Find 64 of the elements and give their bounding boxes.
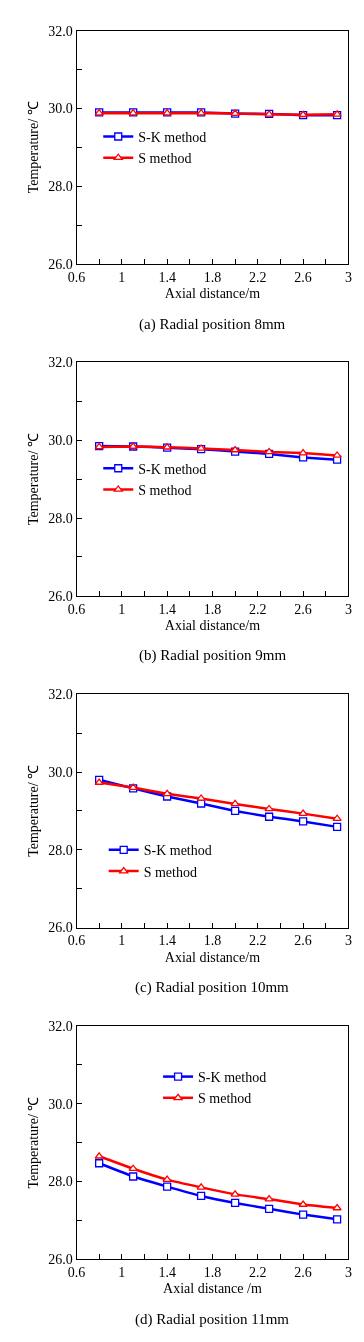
- x-axis-title: Axial distance /m: [163, 1281, 262, 1297]
- x-tick-label: 2.2: [249, 933, 267, 949]
- y-axis-title: Temperature/ ℃: [25, 433, 41, 526]
- text: (d) Radial position 11mm: [135, 1311, 290, 1328]
- x-tick-label: 2.6: [294, 269, 312, 285]
- x-tick-label: 0.6: [67, 601, 86, 617]
- y-tick-label: 30.0: [48, 1096, 73, 1112]
- x-tick-label: 2.6: [294, 933, 312, 949]
- x-tick-label: 1: [118, 601, 126, 617]
- y-tick-label: 26.0: [48, 1252, 73, 1268]
- y-tick-label: 30.0: [48, 433, 73, 449]
- legend-label: S method: [198, 1091, 252, 1107]
- y-tick-label: 26.0: [48, 588, 73, 604]
- x-tick-label: 1.4: [158, 933, 176, 949]
- y-axis-title: Temperature/ ℃: [25, 764, 41, 857]
- x-tick-label: 3: [344, 1265, 352, 1281]
- y-tick-label: 30.0: [48, 101, 73, 117]
- x-axis-title: Axial distance/m: [164, 949, 261, 965]
- legend-label: S method: [138, 151, 192, 167]
- x-tick-label: 3: [344, 601, 352, 617]
- x-tick-label: 2.6: [294, 1265, 312, 1281]
- x-tick-label: 3: [344, 933, 352, 949]
- text: (b) Radial position 9mm: [139, 647, 287, 664]
- y-tick-label: 28.0: [48, 842, 73, 858]
- legend-label: S-K method: [138, 129, 207, 145]
- y-tick-label: 28.0: [48, 1174, 73, 1190]
- x-tick-label: 1.8: [203, 601, 222, 617]
- y-axis-title: Temperature/ ℃: [25, 101, 41, 194]
- x-tick-label: 1: [118, 933, 126, 949]
- y-tick-label: 32.0: [48, 687, 73, 703]
- x-tick-label: 2.2: [249, 601, 267, 617]
- x-tick-label: 1.8: [203, 933, 222, 949]
- y-tick-label: 32.0: [48, 23, 73, 39]
- x-tick-label: 1.8: [203, 1265, 222, 1281]
- x-tick-label: 1: [118, 269, 126, 285]
- x-tick-label: 1.8: [203, 269, 222, 285]
- x-axis-title: Axial distance/m: [164, 286, 261, 302]
- x-tick-label: 1.4: [158, 1265, 176, 1281]
- text: (a) Radial position 8mm: [139, 316, 286, 333]
- x-tick-label: 3: [344, 269, 352, 285]
- y-tick-label: 32.0: [48, 355, 73, 371]
- legend-label: S method: [138, 482, 192, 498]
- y-tick-label: 26.0: [48, 256, 73, 272]
- x-tick-label: 1: [118, 1265, 126, 1281]
- legend-label: S-K method: [143, 843, 212, 859]
- x-axis-title: Axial distance/m: [164, 617, 261, 633]
- x-tick-label: 0.6: [67, 269, 86, 285]
- y-tick-label: 26.0: [48, 920, 73, 936]
- legend-label: S method: [143, 864, 197, 880]
- y-tick-label: 30.0: [48, 764, 73, 780]
- legend-label: S-K method: [198, 1070, 267, 1086]
- y-tick-label: 28.0: [48, 179, 73, 195]
- y-tick-label: 28.0: [48, 510, 73, 526]
- x-tick-label: 0.6: [67, 1265, 86, 1281]
- text: (c) Radial position 10mm: [135, 979, 290, 996]
- x-tick-label: 2.2: [249, 1265, 267, 1281]
- x-tick-label: 2.6: [294, 601, 312, 617]
- y-axis-title: Temperature/ ℃: [25, 1096, 41, 1189]
- x-tick-label: 1.4: [158, 601, 176, 617]
- x-tick-label: 2.2: [249, 269, 267, 285]
- legend-label: S-K method: [138, 461, 207, 477]
- x-tick-label: 1.4: [158, 269, 176, 285]
- x-tick-label: 0.6: [67, 933, 86, 949]
- y-tick-label: 32.0: [48, 1018, 73, 1034]
